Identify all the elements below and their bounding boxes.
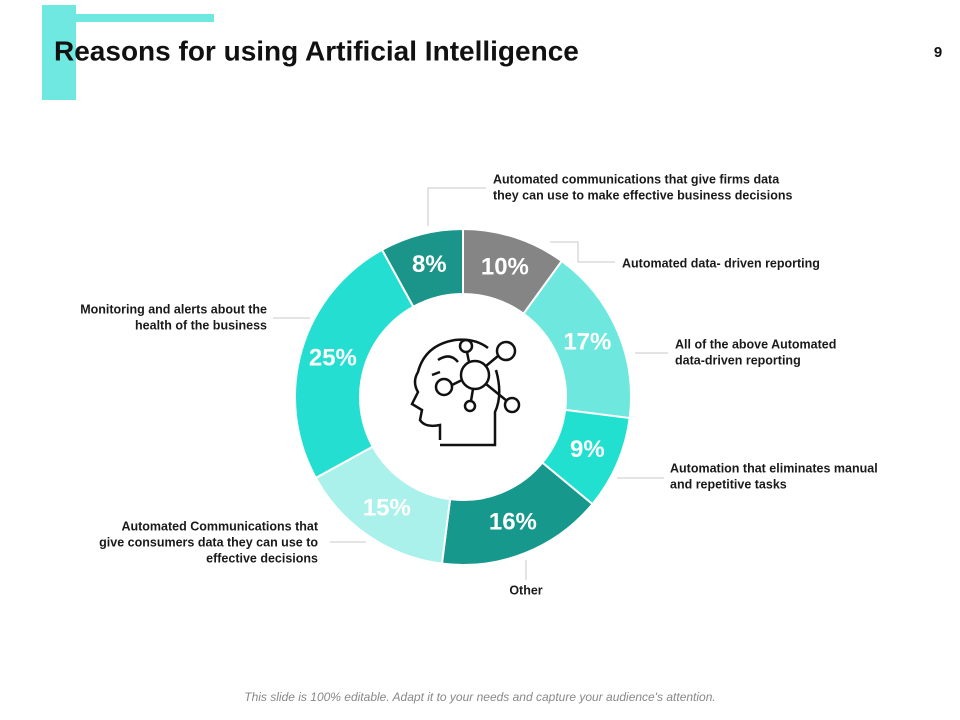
- donut-chart: 10% Automated data- driven reporting 17% Al…: [80, 172, 877, 597]
- callout-label: and repetitive tasks: [670, 477, 787, 491]
- callout-label: give consumers data they can use to: [99, 535, 318, 549]
- network-links: [431, 351, 508, 402]
- ai-head-icon: [410, 338, 521, 447]
- percent-label: 16%: [489, 508, 537, 535]
- callout-label: health of the business: [135, 318, 267, 332]
- network-node: [503, 396, 521, 414]
- callout-label: data-driven reporting: [675, 353, 801, 367]
- percent-label: 9%: [570, 436, 605, 463]
- footer-note: This slide is 100% editable. Adapt it to…: [244, 690, 715, 704]
- leader-line: [550, 241, 615, 263]
- slide-title: Reasons for using Artificial Intelligenc…: [54, 35, 579, 66]
- percent-label: 25%: [309, 345, 357, 372]
- percent-label: 15%: [363, 494, 411, 521]
- network-node: [459, 359, 491, 391]
- accent-block: [42, 5, 76, 100]
- percent-label: 17%: [563, 329, 611, 356]
- callout-label: Other: [509, 583, 542, 597]
- callout-label: Automated data- driven reporting: [622, 256, 820, 270]
- callout-label: Monitoring and alerts about the: [80, 302, 267, 316]
- percent-label: 10%: [481, 253, 529, 280]
- network-node: [458, 338, 474, 354]
- donut-segment: [380, 227, 464, 309]
- network-node: [434, 377, 454, 397]
- callout-label: Automated communications that give firms…: [493, 172, 780, 186]
- callout-label: Automation that eliminates manual: [670, 461, 878, 475]
- head-neck: [440, 369, 501, 447]
- donut-segment: [293, 248, 415, 480]
- percent-label: 8%: [412, 251, 447, 278]
- callout-label: they can use to make effective business …: [493, 188, 792, 202]
- leader-line: [427, 187, 486, 226]
- accent-bar: [76, 14, 214, 22]
- page-number: 9: [934, 44, 942, 61]
- callout-label: All of the above Automated: [675, 337, 836, 351]
- network-node: [463, 399, 477, 413]
- callout-label: Automated Communications that: [121, 519, 318, 533]
- callout-label: effective decisions: [206, 551, 318, 565]
- network-node: [495, 340, 517, 362]
